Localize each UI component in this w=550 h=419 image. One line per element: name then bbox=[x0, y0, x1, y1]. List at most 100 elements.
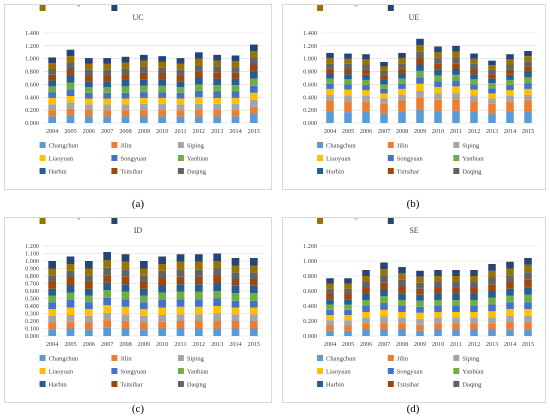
bar-segment bbox=[84, 288, 93, 296]
bar-segment bbox=[452, 330, 460, 336]
bar-segment bbox=[416, 83, 424, 91]
bar-segment bbox=[506, 85, 514, 91]
legend-label: Yanbian bbox=[462, 156, 484, 163]
bar-segment bbox=[231, 328, 240, 336]
bar-segment bbox=[380, 113, 388, 123]
bar-segment bbox=[326, 283, 334, 289]
legend-swatch bbox=[317, 168, 324, 174]
bar-segment bbox=[84, 295, 93, 303]
bar-segment bbox=[176, 75, 185, 82]
bar-segment bbox=[452, 276, 460, 282]
bar-segment bbox=[48, 63, 57, 69]
x-tick-label: 2007 bbox=[378, 341, 390, 348]
x-tick-label: 2007 bbox=[101, 128, 113, 135]
bar-segment bbox=[470, 112, 478, 123]
bar-segment bbox=[326, 309, 334, 315]
legend-label: Daqing bbox=[462, 169, 482, 176]
legend-swatch bbox=[111, 218, 118, 224]
bar-segment bbox=[488, 270, 496, 278]
bar-segment bbox=[326, 52, 334, 59]
legend-swatch bbox=[453, 155, 460, 161]
legend-label: Tsitsihar bbox=[397, 169, 420, 176]
bar-segment bbox=[231, 272, 240, 279]
bar-segment bbox=[103, 104, 112, 111]
bar-segment bbox=[103, 75, 112, 82]
bar-segment bbox=[488, 103, 496, 114]
legend-label: Jilin bbox=[120, 143, 132, 150]
bar-segment bbox=[213, 91, 222, 98]
bar-segment bbox=[452, 318, 460, 324]
bar-segment bbox=[48, 288, 57, 296]
legend-swatch bbox=[177, 355, 184, 361]
x-tick-label: 2006 bbox=[360, 341, 372, 348]
y-tick-label: 0.000 bbox=[25, 333, 39, 340]
bar-segment bbox=[48, 69, 57, 75]
bar-segment bbox=[194, 269, 203, 277]
bar-segment bbox=[488, 74, 496, 79]
y-tick-label: 1.200 bbox=[303, 43, 317, 50]
legend-label: Suihua bbox=[120, 5, 138, 7]
bar-segment bbox=[48, 110, 57, 117]
x-tick-label: 2009 bbox=[414, 128, 426, 135]
bar-segment bbox=[326, 320, 334, 326]
chart-title: SE bbox=[409, 226, 418, 235]
bar-segment bbox=[249, 106, 258, 114]
bar-segment bbox=[524, 83, 532, 89]
bar-segment bbox=[362, 96, 370, 102]
bar-segment bbox=[524, 279, 532, 288]
bar-segment bbox=[139, 54, 148, 61]
bar-segment bbox=[231, 78, 240, 86]
bar-segment bbox=[213, 321, 222, 329]
bar-segment bbox=[66, 270, 75, 278]
bar-segment bbox=[121, 254, 130, 262]
bar-segment bbox=[524, 302, 532, 309]
bar-segment bbox=[398, 300, 406, 306]
bar-segment bbox=[488, 323, 496, 330]
legend-label: Liaoyuan bbox=[326, 369, 351, 376]
bar-segment bbox=[326, 63, 334, 69]
bar-segment bbox=[121, 261, 130, 270]
bar-segment bbox=[398, 324, 406, 330]
bar-segment bbox=[398, 63, 406, 69]
bar-segment bbox=[416, 45, 424, 52]
bar-segment bbox=[139, 79, 148, 86]
bar-segment bbox=[48, 295, 57, 303]
legend-swatch bbox=[453, 381, 460, 387]
bar-segment bbox=[416, 58, 424, 65]
bar-segment bbox=[139, 322, 148, 330]
bar-segment bbox=[434, 294, 442, 300]
bar-segment bbox=[524, 88, 532, 95]
bar-segment bbox=[158, 61, 167, 68]
bar-segment bbox=[470, 294, 478, 300]
bar-segment bbox=[452, 324, 460, 330]
bar-segment bbox=[48, 86, 57, 93]
bar-segment bbox=[48, 97, 57, 105]
bar-segment bbox=[121, 62, 130, 69]
bar-segment bbox=[231, 72, 240, 79]
bar-segment bbox=[121, 299, 130, 307]
y-tick-label: 0.000 bbox=[25, 120, 39, 127]
x-tick-label: 2008 bbox=[119, 128, 131, 135]
bar-segment bbox=[380, 296, 388, 303]
bar-segment bbox=[488, 83, 496, 89]
bar-segment bbox=[66, 315, 75, 322]
y-tick-label: 0.200 bbox=[303, 318, 317, 325]
bar-segment bbox=[362, 74, 370, 80]
bar-segment bbox=[158, 256, 167, 264]
bar-segment bbox=[48, 74, 57, 81]
bar-segment bbox=[434, 288, 442, 294]
bar-segment bbox=[362, 318, 370, 324]
bar-segment bbox=[506, 90, 514, 96]
bar-segment bbox=[434, 318, 442, 324]
bar-segment bbox=[434, 312, 442, 318]
bar-segment bbox=[48, 275, 57, 282]
legend-swatch bbox=[111, 142, 118, 148]
x-tick-label: 2011 bbox=[450, 341, 462, 348]
bar-segment bbox=[506, 54, 514, 60]
bar-segment bbox=[231, 265, 240, 273]
bar-segment bbox=[84, 75, 93, 82]
bar-segment bbox=[506, 69, 514, 75]
legend-label: Jilin bbox=[397, 356, 409, 363]
bar-segment bbox=[103, 327, 112, 336]
bar-segment bbox=[470, 95, 478, 102]
